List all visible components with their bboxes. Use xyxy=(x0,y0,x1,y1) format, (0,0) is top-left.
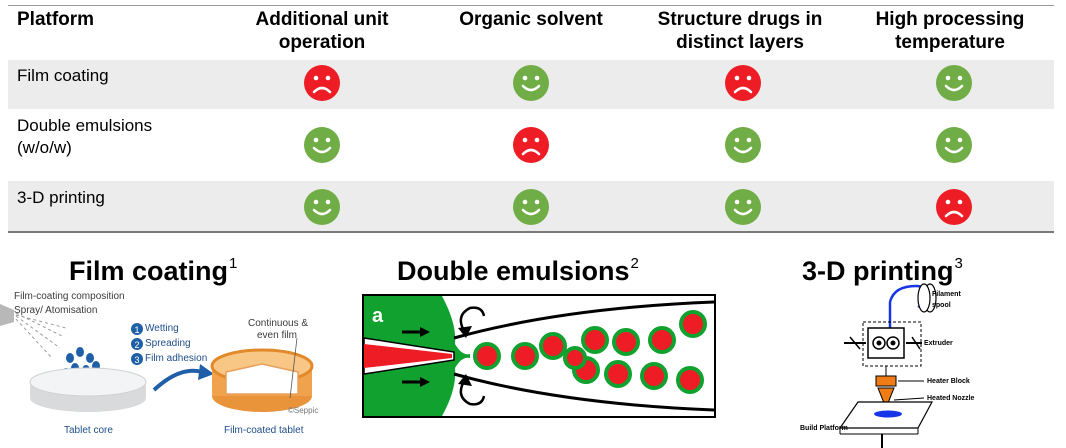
table-row: Double emulsions (w/o/w) xyxy=(8,109,1054,181)
spray-lines xyxy=(15,312,67,359)
3d-printing-ref: 3 xyxy=(954,255,963,272)
smiley-face-icon xyxy=(304,189,340,225)
label-even-film: even film xyxy=(257,330,298,341)
table-top-rule xyxy=(8,5,1054,6)
label-film-coating-composition: Film-coating composition xyxy=(14,291,125,302)
label-filament: Filament xyxy=(932,291,961,298)
step-badges: 1 2 3 xyxy=(131,323,143,365)
tablet-core-top xyxy=(29,367,147,397)
heated-nozzle-icon xyxy=(877,387,895,410)
row-label-double-emulsions: Double emulsions (w/o/w) xyxy=(17,116,153,157)
heater-block-icon xyxy=(875,375,897,387)
header-organic-solvent: Organic solvent xyxy=(459,9,603,30)
inner-phase xyxy=(364,344,452,368)
film-coating-title: Film coating1 xyxy=(69,255,238,286)
vortex-arrow-icon xyxy=(459,306,486,335)
smiley-face-icon xyxy=(513,65,549,101)
label-spray-atomisation: Spray/ Atomisation xyxy=(14,305,98,316)
svg-text:2: 2 xyxy=(134,340,139,350)
header-high-processing-temperature: High processing temperature xyxy=(875,9,1025,53)
spray-nozzle-icon xyxy=(0,304,14,326)
smiley-face-icon xyxy=(936,127,972,163)
label-heater-block: Heater Block xyxy=(927,378,970,385)
label-film-adhesion: Film adhesion xyxy=(145,353,208,364)
vortex-arrow-icon xyxy=(459,377,486,406)
label-continuous: Continuous & xyxy=(248,318,309,329)
double-emulsions-ref: 2 xyxy=(630,255,639,272)
smiley-face-icon xyxy=(513,189,549,225)
frowny-face-icon xyxy=(936,189,972,225)
3d-printer-illustration xyxy=(838,283,937,448)
row-label-film-coating: Film coating xyxy=(17,66,109,85)
double-emulsions-title: Double emulsions2 xyxy=(397,255,639,286)
row-label-3d-printing: 3-D printing xyxy=(17,188,105,207)
process-arrow-icon xyxy=(152,368,203,392)
label-extruder: Extruder xyxy=(924,340,953,347)
frowny-face-icon xyxy=(304,65,340,101)
label-tablet-core: Tablet core xyxy=(64,425,113,436)
label-heated-nozzle: Heated Nozzle xyxy=(927,395,975,402)
table-bottom-rule xyxy=(8,231,1054,233)
header-platform: Platform xyxy=(17,9,95,30)
label-copyright: ©Seppic xyxy=(288,406,319,415)
film-coating-ref: 1 xyxy=(229,255,238,272)
panel-letter: a xyxy=(372,305,384,327)
svg-text:1: 1 xyxy=(134,325,139,335)
label-build-platform: Build Platform xyxy=(800,425,848,432)
label-spool: spool xyxy=(932,302,951,309)
3d-printing-title: 3-D printing3 xyxy=(802,255,963,286)
smiley-face-icon xyxy=(936,65,972,101)
header-additional-unit-operation: Additional unit operation xyxy=(255,9,389,53)
label-spreading: Spreading xyxy=(145,338,191,349)
flow-arrows xyxy=(402,327,430,387)
film-coating-illustration: 1 2 3 xyxy=(0,304,314,412)
emulsion-droplets xyxy=(473,310,707,394)
smiley-face-icon xyxy=(304,127,340,163)
label-wetting: Wetting xyxy=(145,323,179,334)
frowny-face-icon xyxy=(725,65,761,101)
double-emulsions-illustration: a xyxy=(362,294,716,418)
smiley-face-icon xyxy=(725,127,761,163)
svg-text:3: 3 xyxy=(134,355,139,365)
header-structure-drugs: Structure drugs in distinct layers xyxy=(657,9,823,53)
frowny-face-icon xyxy=(513,127,549,163)
smiley-face-icon xyxy=(725,189,761,225)
label-film-coated-tablet: Film-coated tablet xyxy=(224,425,304,436)
